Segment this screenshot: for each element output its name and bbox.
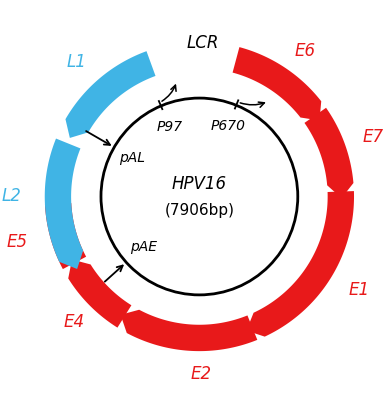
Text: E4: E4 <box>63 313 84 331</box>
Text: P97: P97 <box>157 120 183 134</box>
Polygon shape <box>233 47 321 120</box>
Polygon shape <box>45 190 86 269</box>
Polygon shape <box>65 51 156 138</box>
Text: E5: E5 <box>7 234 28 252</box>
Text: E1: E1 <box>349 281 370 299</box>
Text: HPV16: HPV16 <box>172 175 227 193</box>
Text: E6: E6 <box>294 42 315 60</box>
Text: P670: P670 <box>210 120 245 134</box>
Polygon shape <box>121 310 257 351</box>
Text: E7: E7 <box>363 128 384 146</box>
Text: pAL: pAL <box>119 151 145 165</box>
Text: L2: L2 <box>2 188 22 206</box>
Text: E2: E2 <box>190 365 211 383</box>
Text: LCR: LCR <box>187 34 219 52</box>
Text: (7906bp): (7906bp) <box>165 203 235 218</box>
Polygon shape <box>68 260 131 328</box>
Polygon shape <box>305 108 354 198</box>
Polygon shape <box>246 191 354 337</box>
Text: pAE: pAE <box>130 240 157 254</box>
Polygon shape <box>45 138 83 269</box>
Text: L1: L1 <box>67 53 86 71</box>
